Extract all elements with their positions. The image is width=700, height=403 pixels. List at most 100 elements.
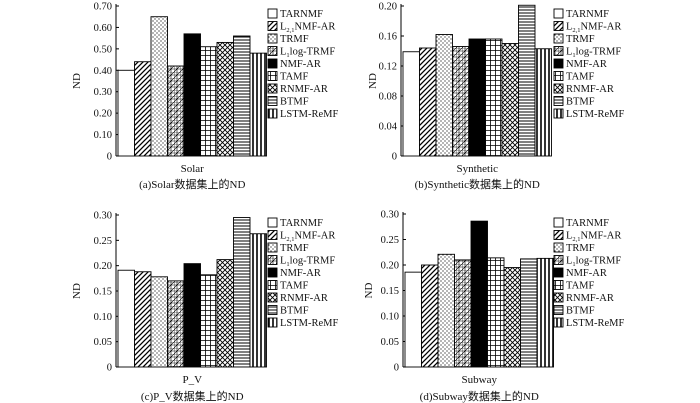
bar-rnmf-ar bbox=[216, 259, 234, 368]
legend-swatch bbox=[267, 242, 278, 253]
legend-swatch bbox=[553, 71, 564, 81]
legend-label: TARNMF bbox=[280, 218, 323, 229]
legend-label: L1log-TRMF bbox=[280, 47, 335, 60]
legend-label: L1log-TRMF bbox=[280, 256, 335, 269]
y-tick-label: 0.15 bbox=[94, 287, 112, 298]
legend-swatch bbox=[553, 108, 564, 119]
legend-swatch bbox=[267, 255, 278, 265]
bar-tarnmf bbox=[404, 271, 422, 368]
x-axis-label: P_V bbox=[182, 374, 202, 386]
bar-btmf bbox=[518, 4, 536, 157]
y-tick-label: 0.30 bbox=[381, 210, 399, 221]
legend-label: LSTM-ReMF bbox=[280, 109, 339, 120]
y-tick-label: 0.10 bbox=[94, 312, 112, 323]
legend-label: TAMF bbox=[280, 281, 308, 292]
legend-swatch bbox=[553, 21, 564, 31]
bar-nmf-ar bbox=[183, 33, 201, 157]
bar-lstm-remf bbox=[249, 52, 267, 157]
legend-swatch bbox=[267, 96, 278, 106]
legend-label: TARNMF bbox=[566, 9, 609, 20]
legend-label: TARNMF bbox=[280, 9, 323, 20]
bar-tamf bbox=[200, 46, 218, 157]
x-axis-label: Synthetic bbox=[456, 163, 498, 175]
y-tick-label: 0.60 bbox=[94, 23, 112, 34]
y-tick-label: 0.20 bbox=[381, 261, 399, 272]
bar-l2-1nmf-ar bbox=[134, 271, 152, 368]
legend-label: NMF-AR bbox=[566, 59, 607, 70]
legend-swatch bbox=[267, 8, 278, 19]
legend-label: RNMF-AR bbox=[280, 293, 328, 304]
y-tick-label: 0.20 bbox=[94, 109, 112, 120]
y-axis-label: ND bbox=[71, 73, 83, 89]
bar-tarnmf bbox=[117, 69, 135, 157]
legend-swatch bbox=[267, 58, 278, 69]
bar-l2-1nmf-ar bbox=[134, 61, 152, 157]
y-tick-label: 0.70 bbox=[94, 2, 112, 13]
legend-label: TAMF bbox=[280, 72, 308, 83]
legend-swatch bbox=[267, 71, 278, 81]
legend-swatch bbox=[267, 267, 278, 278]
y-axis-label: ND bbox=[367, 73, 379, 89]
y-axis-label: ND bbox=[71, 283, 83, 299]
bar-trmf bbox=[437, 253, 455, 368]
legend-label: TRMF bbox=[566, 243, 595, 254]
legend-label: LSTM-ReMF bbox=[566, 318, 625, 329]
legend-label: TAMF bbox=[566, 72, 594, 83]
y-tick-label: 0.15 bbox=[381, 286, 399, 297]
legend-swatch bbox=[267, 292, 278, 303]
panel-caption: (a)Solar数据集上的ND bbox=[139, 177, 245, 191]
legend-label: L1log-TRMF bbox=[566, 47, 621, 60]
legend-swatch bbox=[267, 108, 278, 119]
legend-swatch bbox=[553, 255, 564, 265]
legend-label: NMF-AR bbox=[280, 268, 321, 279]
bar-rnmf-ar bbox=[216, 41, 234, 157]
y-tick-label: 0.20 bbox=[94, 261, 112, 272]
y-tick-label: 0 bbox=[392, 152, 397, 163]
legend-swatch bbox=[553, 242, 564, 253]
bar-l1log-trmf bbox=[167, 280, 185, 368]
legend-swatch bbox=[553, 305, 564, 315]
legend-label: BTMF bbox=[280, 97, 309, 108]
y-tick-label: 0.10 bbox=[381, 312, 399, 323]
legend-swatch bbox=[553, 96, 564, 106]
y-tick-label: 0 bbox=[107, 152, 112, 163]
legend-swatch bbox=[267, 317, 278, 328]
legend-label: RNMF-AR bbox=[280, 84, 328, 95]
bar-trmf bbox=[435, 34, 453, 157]
legend-swatch bbox=[553, 267, 564, 278]
y-tick-label: 0.30 bbox=[94, 211, 112, 222]
legend-swatch bbox=[553, 317, 564, 328]
legend-swatch bbox=[553, 83, 564, 94]
legend-label: LSTM-ReMF bbox=[280, 318, 339, 329]
bar-l1log-trmf bbox=[452, 46, 470, 157]
legend-swatch bbox=[553, 33, 564, 44]
chart-panel-pv: 0 0.05 0.10 0.15 0.20 0.25 0.30 ND P_V (c)P_V数据集上… bbox=[71, 211, 339, 403]
legend-swatch bbox=[267, 46, 278, 56]
panel-caption: (c)P_V数据集上的ND bbox=[141, 389, 244, 403]
y-tick-label: 0.25 bbox=[381, 235, 399, 246]
x-axis-label: Subway bbox=[462, 374, 498, 386]
legend-label: NMF-AR bbox=[280, 59, 321, 70]
y-tick-label: 0 bbox=[107, 363, 112, 374]
legend-label: LSTM-ReMF bbox=[566, 109, 625, 120]
bar-l2-1nmf-ar bbox=[421, 264, 439, 368]
legend-swatch bbox=[267, 230, 278, 240]
legend-label: L2,1NMF-AR bbox=[566, 22, 621, 35]
bar-nmf-ar bbox=[470, 220, 488, 368]
legend-swatch bbox=[267, 280, 278, 290]
legend-swatch bbox=[267, 33, 278, 44]
y-tick-label: 0.30 bbox=[94, 87, 112, 98]
bar-tarnmf bbox=[402, 51, 420, 157]
bar-lstm-remf bbox=[534, 48, 552, 157]
panel-caption: (b)Synthetic数据集上的ND bbox=[415, 177, 540, 191]
legend-label: TARNMF bbox=[566, 218, 609, 229]
legend-swatch bbox=[553, 58, 564, 69]
bar-l1log-trmf bbox=[167, 65, 185, 157]
y-tick-label: 0.25 bbox=[94, 236, 112, 247]
bar-rnmf-ar bbox=[503, 267, 521, 368]
bar-tamf bbox=[200, 274, 218, 368]
legend-swatch bbox=[553, 280, 564, 290]
bar-tamf bbox=[485, 38, 503, 157]
legend-swatch bbox=[267, 217, 278, 228]
